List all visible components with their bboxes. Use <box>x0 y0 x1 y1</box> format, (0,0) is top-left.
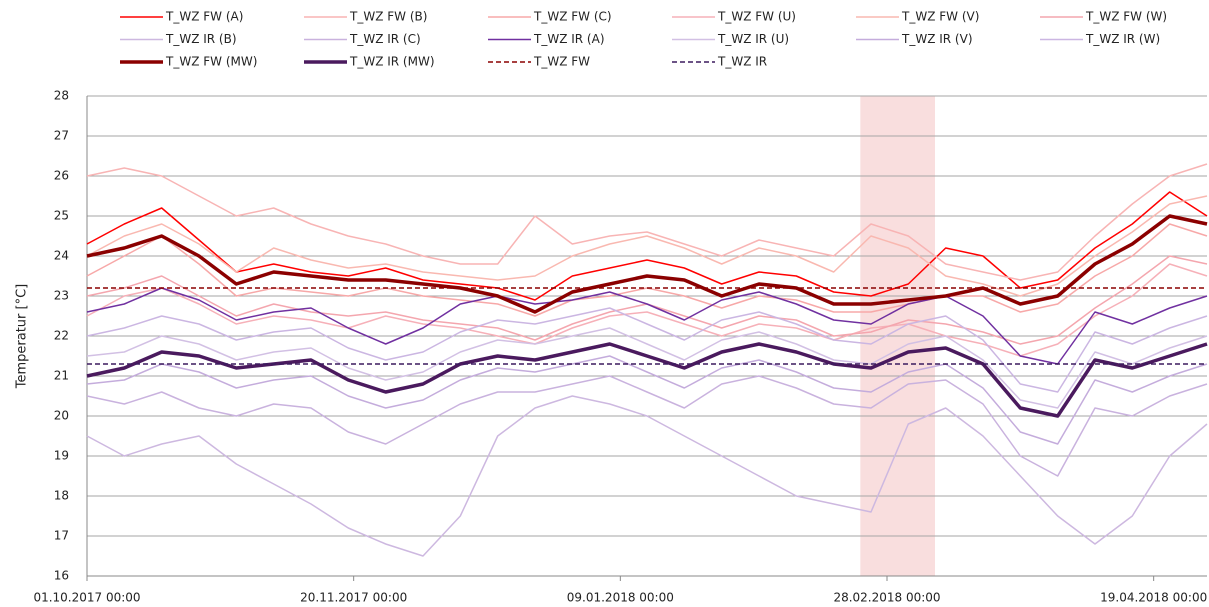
y-tick-label: 18 <box>54 489 69 503</box>
series-line <box>86 191 1208 301</box>
legend-label: T_WZ FW (W) <box>1085 10 1167 24</box>
series-line <box>86 223 1208 317</box>
legend-label: T_WZ IR <box>717 55 767 69</box>
y-axis-label: Temperatur [°C] <box>15 284 30 390</box>
legend-label: T_WZ IR (V) <box>901 32 973 46</box>
series-line <box>86 195 1208 297</box>
series-line <box>86 287 1208 365</box>
y-tick-label: 27 <box>54 129 69 143</box>
y-tick-label: 19 <box>54 449 69 463</box>
x-tick-label: 01.10.2017 00:00 <box>33 591 140 605</box>
legend-label: T_WZ FW (U) <box>717 10 796 24</box>
y-tick-label: 25 <box>54 209 69 223</box>
legend-label: T_WZ FW (V) <box>901 10 979 24</box>
y-tick-label: 23 <box>54 289 69 303</box>
legend-label: T_WZ FW (B) <box>349 10 427 24</box>
y-tick-label: 17 <box>54 529 69 543</box>
y-tick-label: 28 <box>54 89 69 103</box>
series-line <box>86 342 1208 418</box>
y-tick-label: 21 <box>54 369 69 383</box>
legend-label: T_WZ IR (B) <box>165 32 237 46</box>
legend-label: T_WZ FW (C) <box>533 10 612 24</box>
legend-label: T_WZ FW <box>533 55 590 69</box>
legend-label: T_WZ IR (W) <box>1085 32 1160 46</box>
x-tick-label: 20.11.2017 00:00 <box>300 591 407 605</box>
legend-label: T_WZ IR (U) <box>717 32 789 46</box>
y-tick-label: 24 <box>54 249 69 263</box>
series-line <box>86 355 1208 445</box>
x-tick-label: 28.02.2018 00:00 <box>833 591 940 605</box>
y-tick-label: 20 <box>54 409 69 423</box>
series-line <box>86 327 1208 409</box>
legend-label: T_WZ IR (A) <box>533 32 605 46</box>
x-tick-label: 09.01.2018 00:00 <box>567 591 674 605</box>
series-line <box>86 395 1208 557</box>
series-line <box>86 307 1208 393</box>
series-line <box>86 163 1208 281</box>
legend-label: T_WZ FW (MW) <box>165 55 257 69</box>
x-tick-label: 19.04.2018 00:00 <box>1100 591 1207 605</box>
legend-label: T_WZ FW (A) <box>165 10 243 24</box>
y-tick-label: 22 <box>54 329 69 343</box>
y-tick-label: 16 <box>54 569 69 583</box>
legend-label: T_WZ IR (C) <box>349 32 421 46</box>
series-line <box>86 375 1208 477</box>
series-line <box>86 214 1208 314</box>
y-tick-label: 26 <box>54 169 69 183</box>
legend-label: T_WZ IR (MW) <box>349 55 435 69</box>
